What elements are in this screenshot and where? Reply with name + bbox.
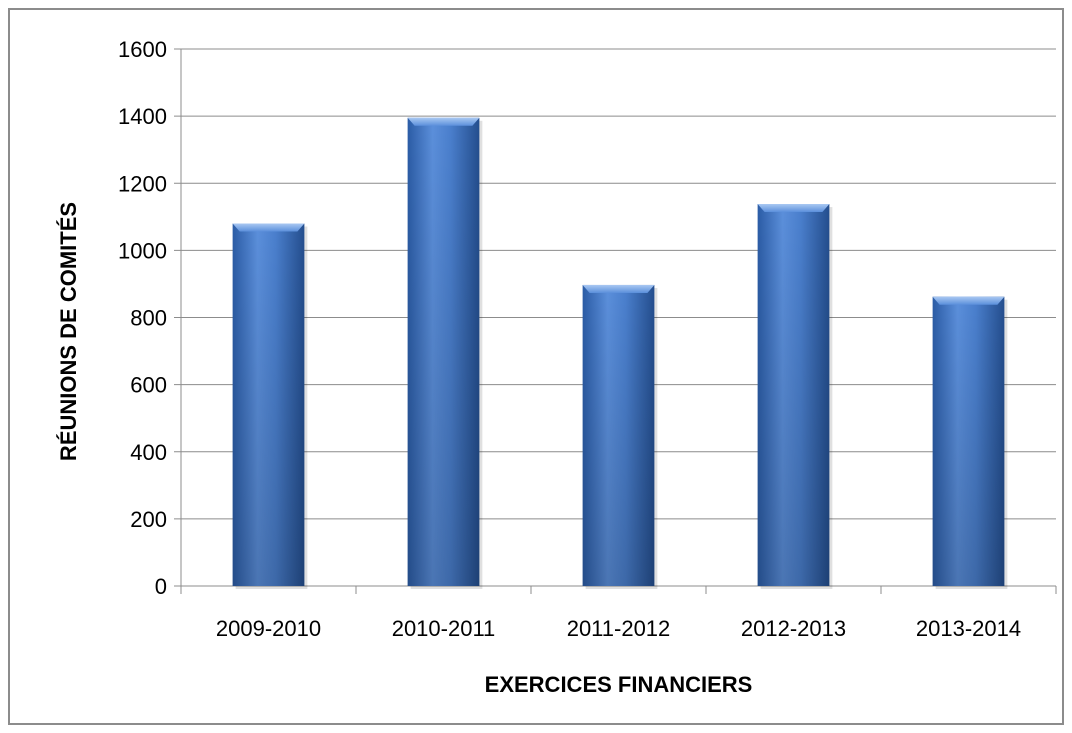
y-tick-label: 800	[130, 306, 167, 331]
y-tick-label: 1000	[118, 238, 167, 263]
y-tick-label: 1400	[118, 104, 167, 129]
x-tick-label: 2012-2013	[741, 616, 846, 641]
bar-cap	[232, 223, 305, 232]
bar-shade	[232, 223, 305, 586]
y-tick-label: 600	[130, 373, 167, 398]
x-tick-label: 2009-2010	[216, 616, 321, 641]
bar	[232, 223, 308, 589]
y-tick-label: 1200	[118, 171, 167, 196]
y-tick-label: 1600	[118, 37, 167, 62]
y-tick-label: 400	[130, 440, 167, 465]
y-tick-labels: 0 200 400 600 800 1000 1200 1400 1600	[118, 37, 167, 599]
x-tick-label: 2013-2014	[916, 616, 1021, 641]
bar-cap	[407, 117, 480, 126]
bar-cap	[582, 284, 655, 293]
y-tick-label: 200	[130, 507, 167, 532]
bar-cap	[757, 204, 830, 213]
bar-shade	[407, 117, 480, 586]
gridlines	[181, 48, 1056, 520]
bars	[232, 117, 1008, 589]
bar-shade	[582, 284, 655, 586]
x-tick-labels: 2009-2010 2010-2011 2011-2012 2012-2013 2013…	[216, 616, 1021, 641]
bar	[932, 296, 1008, 589]
bar	[582, 284, 658, 589]
y-tick-label: 0	[155, 574, 167, 599]
y-axis-title: RÉUNIONS DE COMITÉS	[56, 202, 81, 461]
x-tick-label: 2010-2011	[392, 616, 496, 641]
bar	[757, 204, 833, 589]
bar-shade	[932, 296, 1005, 586]
bar-shade	[757, 204, 830, 586]
bar-cap	[932, 296, 1005, 305]
chart-frame	[8, 8, 1064, 725]
x-tick-label: 2011-2012	[567, 616, 671, 641]
bar	[407, 117, 483, 589]
x-axis-title: EXERCICES FINANCIERS	[485, 672, 753, 697]
